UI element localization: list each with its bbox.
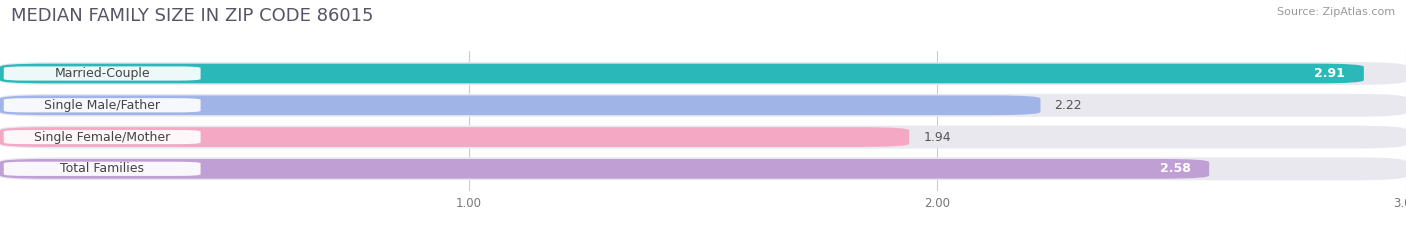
FancyBboxPatch shape <box>0 159 1209 179</box>
FancyBboxPatch shape <box>0 94 1406 117</box>
Text: Single Male/Father: Single Male/Father <box>44 99 160 112</box>
FancyBboxPatch shape <box>4 130 201 144</box>
Text: Married-Couple: Married-Couple <box>55 67 150 80</box>
Text: 2.58: 2.58 <box>1160 162 1191 175</box>
Text: Total Families: Total Families <box>60 162 145 175</box>
Text: MEDIAN FAMILY SIZE IN ZIP CODE 86015: MEDIAN FAMILY SIZE IN ZIP CODE 86015 <box>11 7 374 25</box>
FancyBboxPatch shape <box>0 157 1406 180</box>
Text: Source: ZipAtlas.com: Source: ZipAtlas.com <box>1277 7 1395 17</box>
FancyBboxPatch shape <box>4 98 201 112</box>
FancyBboxPatch shape <box>4 66 201 81</box>
Text: 1.94: 1.94 <box>924 130 950 144</box>
FancyBboxPatch shape <box>0 64 1364 83</box>
FancyBboxPatch shape <box>0 126 1406 148</box>
FancyBboxPatch shape <box>0 62 1406 85</box>
Text: 2.91: 2.91 <box>1315 67 1346 80</box>
Text: 2.22: 2.22 <box>1054 99 1083 112</box>
FancyBboxPatch shape <box>0 127 910 147</box>
FancyBboxPatch shape <box>0 96 1040 115</box>
FancyBboxPatch shape <box>4 162 201 176</box>
Text: Single Female/Mother: Single Female/Mother <box>34 130 170 144</box>
